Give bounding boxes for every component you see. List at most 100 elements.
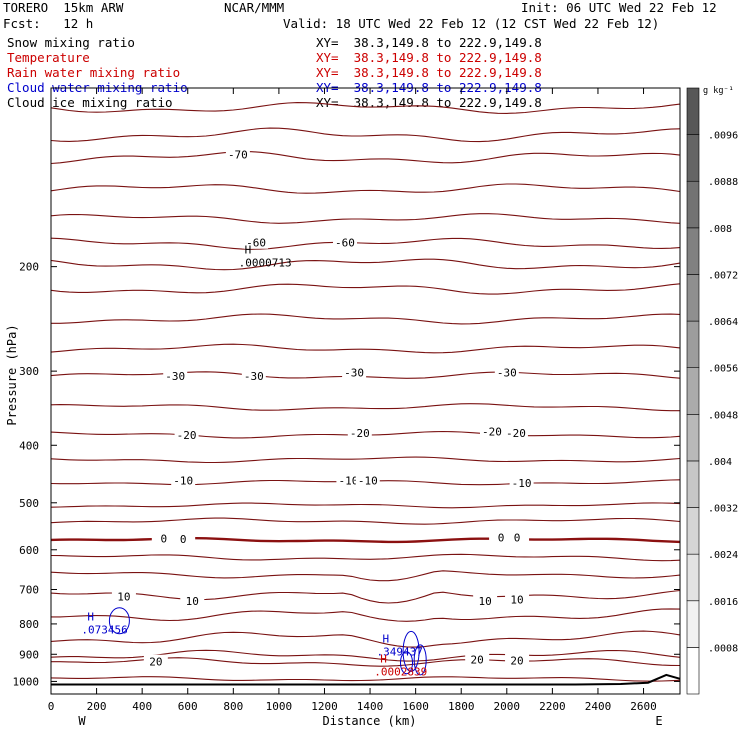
isotherm-line [51,608,681,622]
colorbar-segment [686,227,700,275]
isotherm-label: 20 [149,656,162,669]
extremum-value: .0002839 [374,666,427,679]
x-tick-label: 1200 [311,700,338,713]
colorbar-level-label: .0056 [708,364,738,375]
x-tick-label: 600 [178,700,198,713]
extremum-marker: H [245,243,252,256]
isotherm-label-bg [171,473,196,487]
y-tick-label: 700 [19,584,39,597]
isotherm-label-bg [171,532,196,546]
y-tick-label: 800 [19,618,39,631]
colorbar-segment [686,414,700,462]
isotherm-line [50,456,681,464]
isotherm-label: -30 [165,370,185,383]
isotherm-label-bg [505,530,530,544]
colorbar-segment [686,553,700,602]
isotherm-label: 20 [471,653,484,666]
isotherm-label-bg [225,147,250,161]
x-tick-label: 1400 [357,700,384,713]
y-tick-label: 200 [19,261,39,274]
colorbar-level-label: .0088 [708,177,738,188]
isotherm-label: -10 [173,474,193,487]
colorbar-segment [686,87,700,135]
isotherm-line [50,502,681,509]
colorbar-unit: g kg⁻¹ [703,86,734,96]
isotherm-label: -20 [177,429,197,442]
colorbar-segment [686,600,700,648]
isotherm-line [51,313,681,325]
isotherm-label: -60 [246,237,266,250]
isotherm-line [50,517,681,525]
model-title: TORERO 15km ARW [3,0,124,15]
extremum-value: .073456 [81,624,127,637]
isotherm-line [50,536,681,544]
isotherm-line [50,283,681,295]
cloud-water-contour [413,644,427,676]
isotherm-label: -20 [482,426,502,439]
isotherm-label: 0 [514,531,521,544]
west-end-label: W [78,714,86,728]
extremum-marker: H [87,611,94,624]
cloud-water-contour [402,630,420,672]
isotherm-line [50,258,681,271]
isotherm-label-bg [505,653,530,667]
field-name-cloud-water: Cloud water mixing ratio [7,80,188,95]
x-tick-label: 2600 [630,700,657,713]
isotherm-line [50,553,681,562]
isotherm-label: -10 [358,474,378,487]
isotherm-label: -20 [506,427,526,440]
colorbar-level-label: .0024 [708,550,738,561]
valid-time: Valid: 18 UTC Wed 22 Feb 12 (12 CST Wed … [283,16,660,31]
isotherm-line [50,403,680,412]
isotherm-label-bg [465,652,490,666]
isotherm-label-bg [332,235,357,249]
y-tick-label: 900 [19,648,39,661]
isotherm-label: 10 [117,590,130,603]
isotherm-label: 10 [186,595,199,608]
isotherm-label: -10 [338,474,358,487]
isotherm-label-bg [336,473,361,487]
isotherm-label: -20 [350,427,370,440]
init-time: Init: 06 UTC Wed 22 Feb 12 [521,0,717,15]
isotherm-label-bg [111,589,136,603]
isotherm-line [50,237,681,250]
y-axis-label: Pressure (hPa) [5,324,19,425]
field-name-cloud-ice: Cloud ice mixing ratio [7,95,173,110]
isotherm-label-bg [347,426,372,440]
field-name-rain: Rain water mixing ratio [7,65,181,80]
colorbar-segment [686,134,700,182]
x-tick-label: 400 [132,700,152,713]
isotherm-label-bg [473,594,498,608]
colorbar-level-label: .0072 [708,270,738,281]
colorbar-segment [686,367,700,415]
isotherm-label: 10 [479,595,492,608]
isotherm-label-bg [479,424,504,438]
y-tick-label: 1000 [13,675,40,688]
colorbar-level-label: .004 [708,457,732,468]
isotherm-line [50,570,681,582]
field-xy-temperature: XY= 38.3,149.8 to 222.9,149.8 [316,50,542,65]
isotherm-line [50,102,681,114]
colorbar-level-label: .0008 [708,643,738,654]
colorbar-level-label: .008 [708,224,732,235]
isotherm-label-bg [241,369,266,383]
isotherm-label-bg [342,365,367,379]
colorbar-level-label: .0048 [708,410,738,421]
cloud-water-contour [108,607,130,635]
y-tick-label: 500 [19,497,39,510]
isotherm-line [50,589,681,604]
isotherm-label-bg [143,654,168,668]
x-tick-label: 2400 [585,700,612,713]
colorbar-segment [686,180,700,229]
terrain-line [51,673,681,686]
isotherm-label-bg [509,476,534,490]
east-end-label: E [655,714,662,728]
isotherm-label: -70 [228,149,248,162]
isotherm-label: 0 [498,531,505,544]
center-title: NCAR/MMM [224,0,285,15]
colorbar-level-label: .0064 [708,317,738,328]
field-name-snow: Snow mixing ratio [7,35,135,50]
colorbar-level-label: .0016 [708,597,738,608]
isotherm-line [50,127,681,143]
